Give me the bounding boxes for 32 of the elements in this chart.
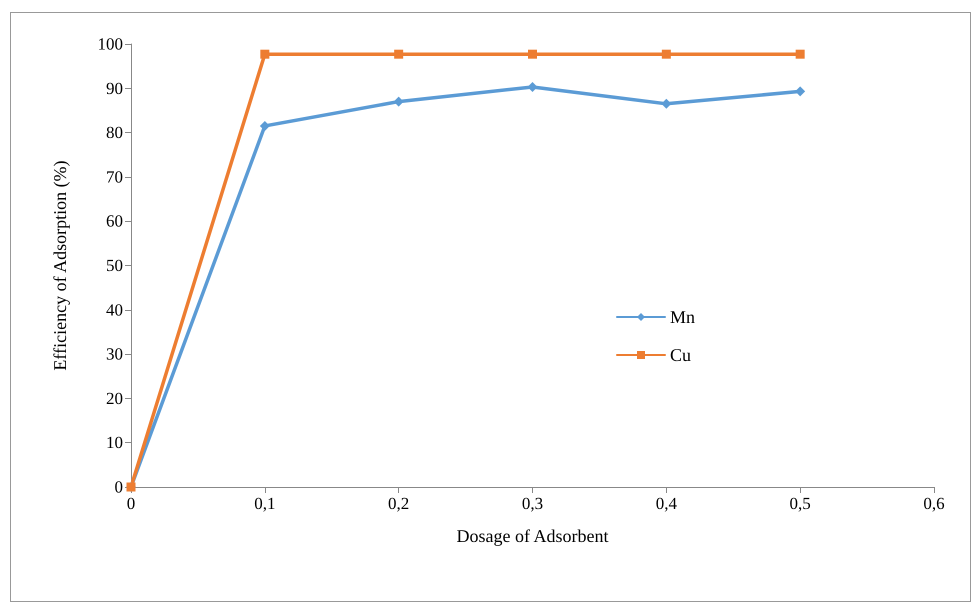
y-tick-label: 0 [114, 478, 123, 496]
y-tick-label: 50 [106, 256, 123, 275]
y-tick-label: 30 [106, 344, 123, 364]
point [796, 50, 805, 59]
point [528, 50, 537, 59]
point [394, 96, 404, 107]
y-tick-label: 40 [106, 300, 123, 320]
legend-label: Mn [670, 307, 696, 327]
y-tick-label: 90 [106, 78, 123, 98]
point [662, 50, 671, 59]
y-tick-label: 100 [98, 34, 123, 54]
y-tick-label: 80 [106, 123, 123, 142]
point [528, 82, 538, 92]
y-tick-label: 70 [106, 167, 123, 186]
y-tick-label: 60 [106, 212, 123, 231]
point [260, 50, 270, 59]
y-axis-title: Efficiency of Adsorption (%) [50, 160, 70, 371]
legend-label: Cu [670, 345, 692, 365]
point [394, 50, 404, 59]
x-tick-label: 0,4 [656, 494, 678, 513]
x-tick-label: 0,3 [522, 494, 544, 513]
y-tick-label: 10 [106, 433, 123, 452]
x-tick-label: 0 [126, 494, 136, 513]
x-tick-label: 0,5 [790, 494, 811, 513]
x-tick-label: 0,6 [923, 494, 945, 513]
point [795, 86, 806, 96]
x-axis-title: Dosage of Adsorbent [456, 526, 608, 546]
x-tick-label: 0,2 [388, 494, 410, 513]
y-tick-label: 20 [106, 388, 123, 408]
point [661, 98, 672, 109]
point [260, 120, 270, 131]
x-tick-label: 0,1 [254, 494, 276, 513]
